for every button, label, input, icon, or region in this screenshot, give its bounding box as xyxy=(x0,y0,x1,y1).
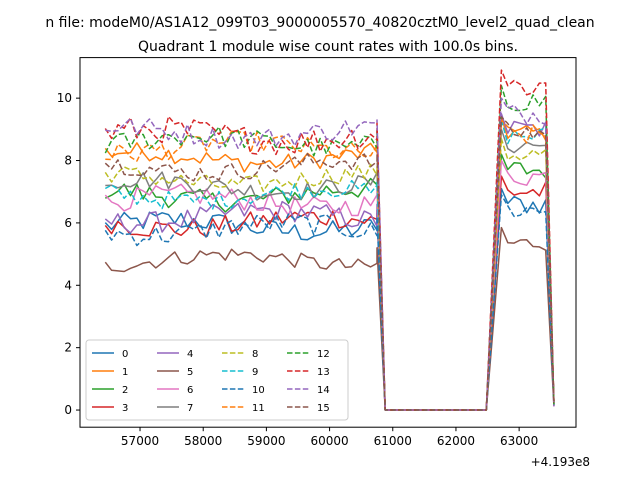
legend-label-5: 5 xyxy=(187,367,193,378)
legend-label-8: 8 xyxy=(252,349,258,360)
x-tick-label: 60000 xyxy=(310,434,348,448)
axes: 57000 58000 59000 60000 61000 62000 63000 0 2 4 6 8… xyxy=(57,91,539,448)
chart-title: Quadrant 1 module wise count rates with … xyxy=(138,39,518,55)
legend-label-9: 9 xyxy=(252,367,258,378)
legend-label-12: 12 xyxy=(317,349,330,360)
legend-box xyxy=(85,339,349,421)
plot-frame xyxy=(79,57,577,428)
x-tick-label: 62000 xyxy=(437,434,475,448)
legend-label-0: 0 xyxy=(122,349,128,360)
legend-label-1: 1 xyxy=(122,367,128,378)
x-tick-label: 59000 xyxy=(247,434,285,448)
y-tick-label: 4 xyxy=(64,278,72,292)
x-tick-label: 61000 xyxy=(374,434,412,448)
x-tick-label: 63000 xyxy=(500,434,538,448)
legend-label-4: 4 xyxy=(187,349,193,360)
legend-label-13: 13 xyxy=(317,367,330,378)
x-offset-label: +4.193e8 xyxy=(531,455,590,469)
y-tick-label: 10 xyxy=(57,91,72,105)
legend-label-3: 3 xyxy=(122,403,128,414)
y-tick-label: 0 xyxy=(64,403,72,417)
y-tick-label: 6 xyxy=(64,216,72,230)
legend-label-10: 10 xyxy=(252,385,265,396)
x-tick-label: 58000 xyxy=(184,434,222,448)
legend-label-6: 6 xyxy=(187,385,193,396)
chart-suptitle: n file: modeM0/AS1A12_099T03_9000005570_… xyxy=(45,15,594,31)
series-line-14 xyxy=(105,97,555,411)
x-tick-label: 57000 xyxy=(121,434,159,448)
series-line-15 xyxy=(104,116,555,411)
plot-area xyxy=(104,69,555,411)
legend-label-15: 15 xyxy=(317,403,330,414)
y-tick-label: 2 xyxy=(64,341,72,355)
y-tick-label: 8 xyxy=(64,154,72,168)
legend-label-11: 11 xyxy=(252,403,265,414)
legend-label-14: 14 xyxy=(317,385,330,396)
legend-label-7: 7 xyxy=(187,403,193,414)
legend-label-2: 2 xyxy=(122,385,128,396)
